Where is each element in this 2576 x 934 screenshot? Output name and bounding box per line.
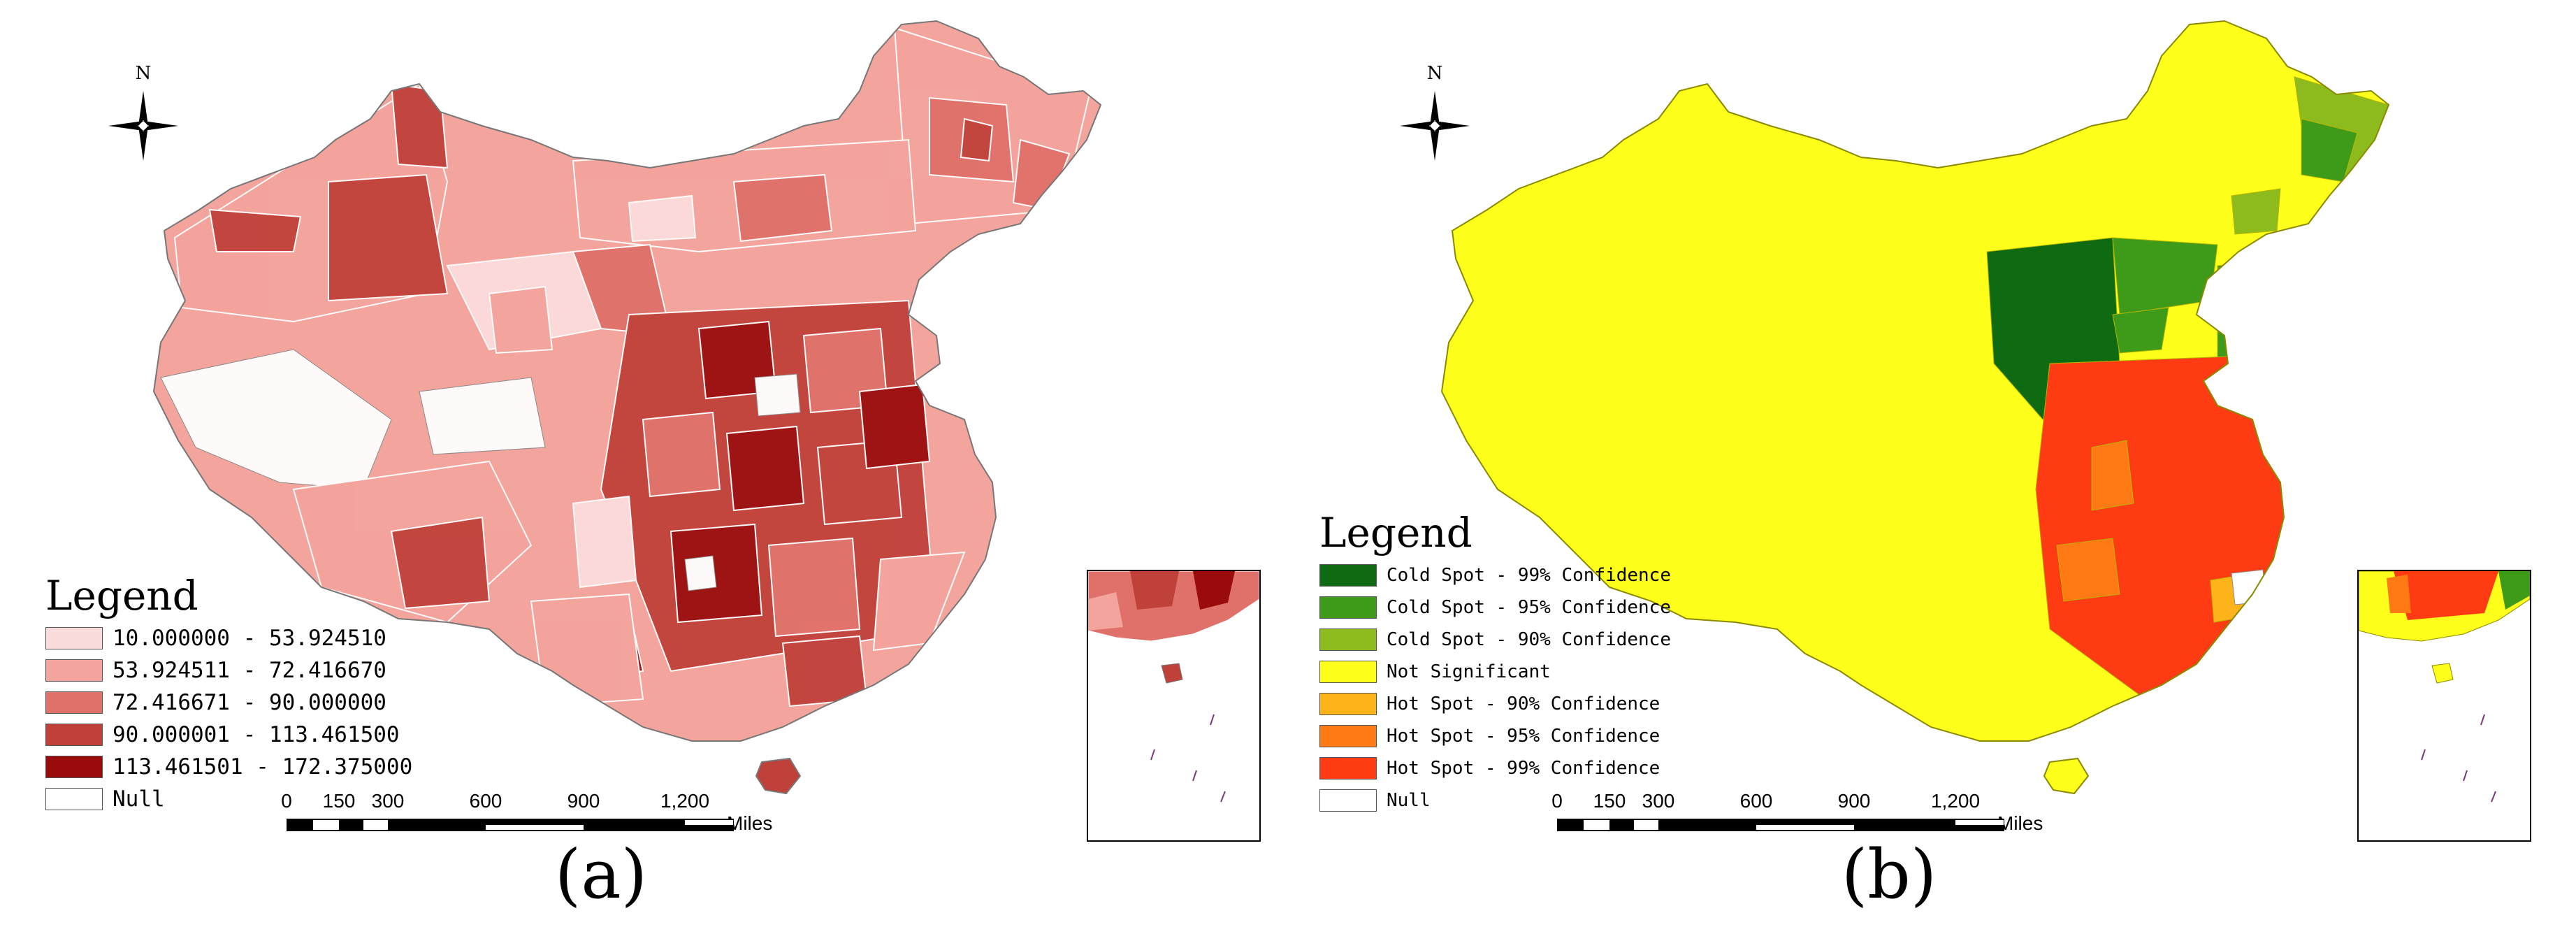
north-arrow: N xyxy=(105,63,182,175)
legend-a: Legend 10.000000 - 53.924510 53.924511 -… xyxy=(45,573,412,815)
scale-unit: Miles xyxy=(727,812,773,834)
scale-tick: 900 xyxy=(1837,790,1871,812)
legend-swatch xyxy=(45,724,103,746)
legend-label: 113.461501 - 172.375000 xyxy=(113,754,413,779)
legend-label: 53.924511 - 72.416670 xyxy=(113,658,386,683)
legend-label: Cold Spot - 90% Confidence xyxy=(1387,629,1671,650)
compass-rose-icon xyxy=(108,91,178,161)
legend-item: Hot Spot - 99% Confidence xyxy=(1319,752,1671,784)
legend-item: Null xyxy=(1319,784,1671,817)
legend-swatch xyxy=(1319,757,1377,779)
scale-tick: 0 xyxy=(1551,790,1563,812)
legend-item: 53.924511 - 72.416670 xyxy=(45,654,412,687)
legend-label: Cold Spot - 99% Confidence xyxy=(1387,565,1671,586)
legend-swatch xyxy=(1319,596,1377,619)
legend-label: 90.000001 - 113.461500 xyxy=(113,722,400,747)
legend-item: Not Significant xyxy=(1319,656,1671,688)
legend-item: Null xyxy=(45,783,412,815)
panel-a: N Legend 10.000000 - 53.924510 53.924511… xyxy=(45,20,1261,914)
legend-swatch xyxy=(45,756,103,778)
legend-swatch xyxy=(45,659,103,682)
panel-b: N Legend Cold Spot - 99% Confidence Cold… xyxy=(1288,0,2576,934)
legend-label: Cold Spot - 95% Confidence xyxy=(1387,597,1671,618)
scale-tick: 600 xyxy=(1739,790,1773,812)
scale-tick: 150 xyxy=(322,790,356,812)
scale-tick: 300 xyxy=(371,790,405,812)
legend-item: Cold Spot - 99% Confidence xyxy=(1319,559,1671,591)
scale-tick: 900 xyxy=(567,790,600,812)
legend-swatch xyxy=(1319,789,1377,812)
scale-bar-graphic xyxy=(1557,819,2004,831)
legend-label: Hot Spot - 90% Confidence xyxy=(1387,694,1660,714)
legend-item: Cold Spot - 95% Confidence xyxy=(1319,591,1671,624)
legend-item: Cold Spot - 90% Confidence xyxy=(1319,624,1671,656)
legend-swatch xyxy=(1319,564,1377,587)
scale-tick: 0 xyxy=(281,790,292,812)
legend-swatch xyxy=(45,691,103,714)
scale-bar-graphic xyxy=(287,819,734,831)
scale-tick: 600 xyxy=(469,790,502,812)
north-label: N xyxy=(1426,63,1443,84)
south-china-sea-inset-b xyxy=(2357,570,2531,842)
legend-swatch xyxy=(45,627,103,649)
legend-item: 72.416671 - 90.000000 xyxy=(45,687,412,719)
legend-item: 113.461501 - 172.375000 xyxy=(45,751,412,783)
north-label: N xyxy=(135,63,152,84)
legend-title: Legend xyxy=(1319,509,1472,556)
caption-b: (b) xyxy=(1841,835,1937,914)
legend-title: Legend xyxy=(45,572,198,619)
compass-rose-icon xyxy=(1400,91,1470,161)
legend-item: Hot Spot - 90% Confidence xyxy=(1319,688,1671,720)
legend-item: 90.000001 - 113.461500 xyxy=(45,719,412,751)
scale-tick: 1,200 xyxy=(1930,790,1981,812)
legend-swatch xyxy=(45,788,103,810)
choropleth-map-a xyxy=(153,20,1171,794)
legend-label: Not Significant xyxy=(1387,661,1551,682)
legend-label: Null xyxy=(113,786,165,812)
scale-tick: 1,200 xyxy=(660,790,710,812)
legend-swatch xyxy=(1319,693,1377,715)
legend-swatch xyxy=(1319,661,1377,683)
legend-label: Hot Spot - 99% Confidence xyxy=(1387,758,1660,779)
legend-b: Legend Cold Spot - 99% Confidence Cold S… xyxy=(1319,510,1671,817)
legend-label: 10.000000 - 53.924510 xyxy=(113,626,386,651)
scale-tick: 300 xyxy=(1642,790,1675,812)
scale-tick: 150 xyxy=(1593,790,1626,812)
legend-label: Hot Spot - 95% Confidence xyxy=(1387,726,1660,747)
caption-a: (a) xyxy=(554,835,648,914)
legend-label: 72.416671 - 90.000000 xyxy=(113,690,386,715)
legend-item: Hot Spot - 95% Confidence xyxy=(1319,720,1671,752)
south-china-sea-inset-a xyxy=(1087,570,1261,842)
scale-unit: Miles xyxy=(1997,812,2043,834)
scale-bar-b: 0 150 300 600 900 1,200 Miles xyxy=(1551,790,2060,846)
north-arrow: N xyxy=(1396,63,1473,175)
legend-label: Null xyxy=(1387,790,1431,811)
scale-bar-a: 0 150 300 600 900 1,200 Miles xyxy=(281,790,790,846)
legend-swatch xyxy=(1319,725,1377,747)
legend-swatch xyxy=(1319,628,1377,651)
legend-item: 10.000000 - 53.924510 xyxy=(45,622,412,654)
